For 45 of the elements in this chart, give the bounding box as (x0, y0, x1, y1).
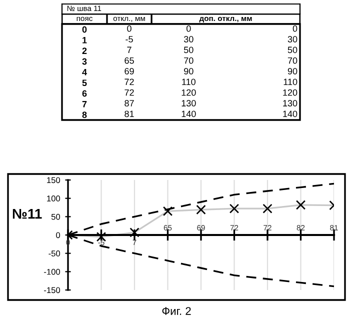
data-label: 81 (124, 110, 134, 118)
y-axis-title: №11 (12, 209, 42, 219)
data-label: 0 (186, 25, 191, 32)
data-label: 90 (288, 68, 298, 74)
data-label: 30 (184, 36, 194, 42)
y-tick-label: 7 (82, 101, 87, 108)
data-label: 30 (288, 36, 298, 42)
y-tick-label: 0 (82, 26, 87, 33)
data-label: 65 (124, 57, 134, 64)
data-label: 72 (124, 78, 134, 85)
data-label: 50 (184, 46, 194, 54)
text: Фиг. 2 (162, 307, 191, 315)
data-label: 120 (182, 89, 196, 96)
y-tick-label: 3 (82, 58, 87, 65)
data-label: 110 (182, 78, 196, 86)
data-label: 70 (184, 57, 194, 64)
y-tick-label: 4 (82, 69, 87, 76)
data-label: 70 (288, 57, 298, 64)
data-label: 7 (127, 46, 132, 53)
data-label: 72 (124, 89, 134, 96)
y-tick-label: 8 (82, 112, 87, 118)
data-label: 140 (283, 110, 298, 118)
data-label: 50 (288, 46, 298, 54)
y-tick-label: 100 (47, 196, 60, 202)
data-label: 69 (124, 68, 134, 74)
data-label: 0 (127, 25, 132, 32)
data-label: 87 (124, 100, 134, 106)
data-label: 110 (284, 78, 298, 86)
data-label: 0 (292, 25, 298, 32)
y-tick-label: -150 (44, 287, 60, 294)
y-tick-label: 5 (82, 80, 87, 86)
y-tick-label: 2 (82, 48, 87, 54)
y-tick-label: -100 (44, 268, 60, 275)
data-label: -5 (126, 36, 133, 42)
data-label: 130 (182, 100, 196, 106)
y-tick-label: 150 (47, 177, 60, 184)
y-tick-label: 50 (51, 214, 60, 220)
y-tick-label: 6 (82, 90, 87, 97)
data-label: 90 (184, 68, 194, 74)
y-tick-label: 0 (56, 232, 60, 238)
data-label: 120 (283, 89, 298, 96)
data-label: 130 (283, 100, 298, 106)
y-tick-label: -50 (48, 250, 60, 256)
y-tick-label: 1 (82, 37, 87, 44)
data-label: 140 (182, 110, 196, 118)
